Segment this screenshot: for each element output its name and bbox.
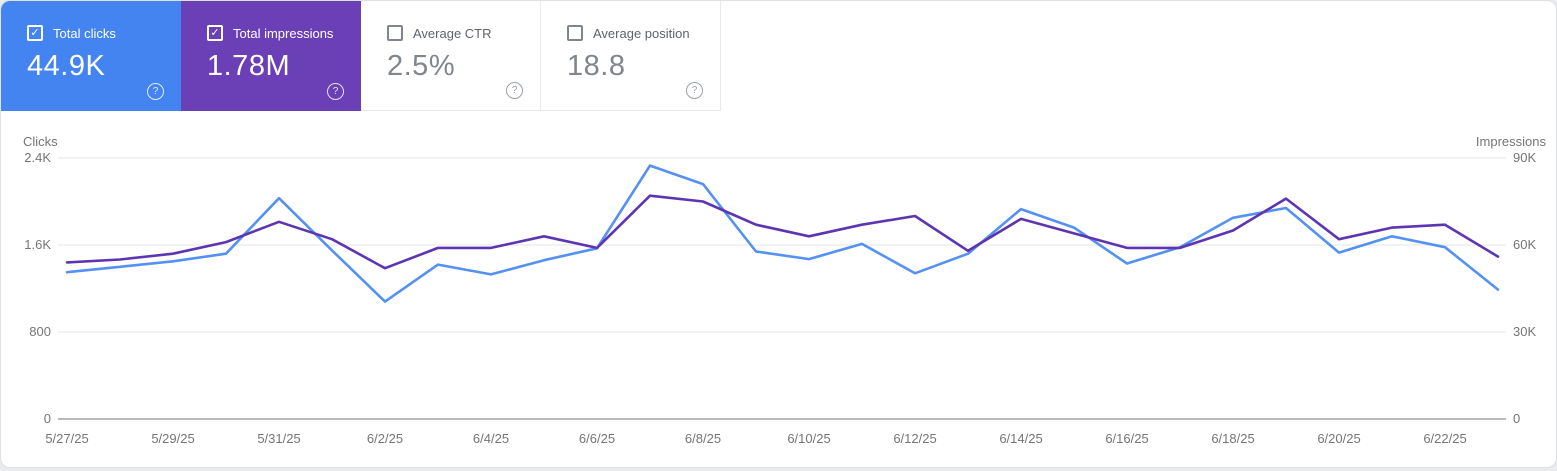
left-axis-tick: 0 [43,411,51,426]
metric-card-total-clicks[interactable]: ✓ Total clicks 44.9K? [1,1,181,111]
help-icon[interactable]: ? [327,83,344,100]
metric-card-average-position[interactable]: Average position 18.8? [541,1,721,111]
metric-value: 1.78M [207,50,291,82]
metric-value: 18.8 [567,50,626,82]
x-axis-tick: 6/18/25 [1211,431,1255,446]
series-line-total-clicks [65,164,1500,303]
x-axis-tick: 6/6/25 [578,431,616,446]
right-axis-tick: 60K [1513,237,1537,252]
x-axis-tick: 6/14/25 [999,431,1043,446]
checkbox-checked-icon[interactable]: ✓ [207,25,223,41]
metric-value: 2.5% [387,50,456,82]
x-axis-tick: 6/20/25 [1317,431,1361,446]
metric-cards: ✓ Total clicks 44.9K? ✓ Total impressions 1.7… [1,1,721,111]
help-icon[interactable]: ? [506,82,523,99]
checkbox-unchecked-icon[interactable] [387,25,403,41]
x-axis-tick: 5/31/25 [257,431,301,446]
help-icon[interactable]: ? [686,82,703,99]
metric-label: Average CTR [413,25,492,41]
x-axis-tick: 5/27/25 [45,431,89,446]
x-axis-tick: 6/8/25 [684,431,722,446]
right-axis-title: Impressions [1475,134,1546,149]
checkbox-checked-icon[interactable]: ✓ [27,25,43,41]
x-axis-tick: 6/2/25 [366,431,404,446]
metric-label: Average position [593,25,690,41]
left-axis-tick: 1.6K [24,237,51,252]
x-axis-tick: 6/16/25 [1105,431,1149,446]
metric-value: 44.9K [27,50,106,82]
right-axis-tick: 30K [1513,324,1537,339]
x-axis-tick: 5/29/25 [151,431,195,446]
left-axis-tick: 2.4K [24,150,51,165]
right-axis-tick: 0 [1513,411,1521,426]
left-axis-tick: 800 [29,324,51,339]
x-axis-tick: 6/22/25 [1423,431,1467,446]
x-axis-tick: 6/12/25 [893,431,937,446]
series-line-total-impressions [65,194,1500,270]
metric-card-average-ctr[interactable]: Average CTR 2.5%? [361,1,541,111]
left-axis-title: Clicks [23,134,58,149]
x-axis-tick: 6/10/25 [787,431,831,446]
checkbox-unchecked-icon[interactable] [567,25,583,41]
right-axis-tick: 90K [1513,150,1537,165]
metric-label: Total clicks [53,25,116,41]
metric-label: Total impressions [233,25,334,41]
help-icon[interactable]: ? [147,83,164,100]
metric-card-total-impressions[interactable]: ✓ Total impressions 1.78M? [181,1,361,111]
x-axis-tick: 6/4/25 [472,431,510,446]
